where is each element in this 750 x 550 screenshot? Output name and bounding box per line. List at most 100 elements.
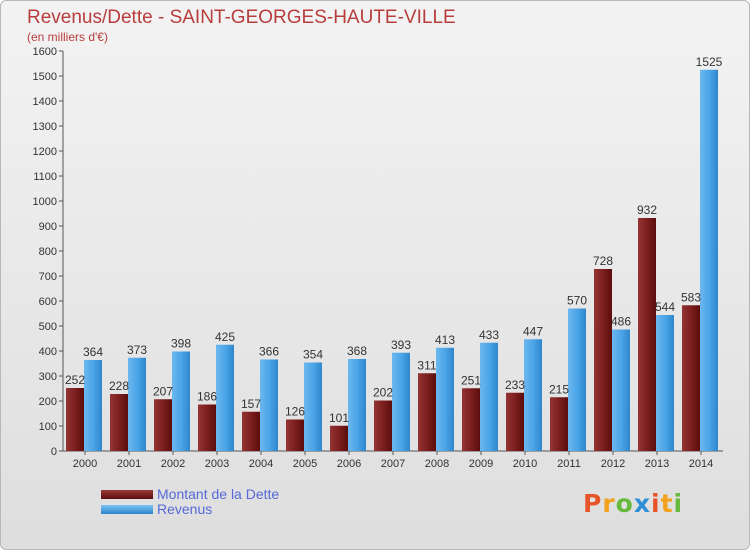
chart-title: Revenus/Dette - SAINT-GEORGES-HAUTE-VILL… bbox=[27, 7, 456, 28]
x-tick-label: 2013 bbox=[645, 458, 669, 470]
data-label-debt-2003: 186 bbox=[197, 390, 217, 404]
y-tick-label: 600 bbox=[39, 296, 57, 308]
bar-revenus-2009 bbox=[480, 342, 498, 451]
logo-letter: i bbox=[673, 489, 684, 518]
data-label-revenus-2008: 413 bbox=[435, 333, 455, 347]
data-label-revenus-2002: 398 bbox=[171, 337, 191, 351]
bar-revenus-2013 bbox=[656, 315, 674, 451]
bar-debt-2012 bbox=[594, 269, 612, 451]
data-label-debt-2002: 207 bbox=[153, 384, 173, 398]
y-tick-label: 200 bbox=[39, 396, 57, 408]
bar-debt-2011 bbox=[550, 397, 568, 451]
bar-revenus-2001 bbox=[128, 357, 146, 451]
y-tick-label: 500 bbox=[39, 321, 57, 333]
x-tick-label: 2014 bbox=[689, 458, 713, 470]
bar-debt-2009 bbox=[462, 388, 480, 451]
data-label-revenus-2014: 1525 bbox=[696, 55, 723, 69]
logo-letter: o bbox=[615, 489, 634, 518]
data-label-debt-2010: 233 bbox=[505, 378, 525, 392]
y-tick-label: 1100 bbox=[33, 171, 57, 183]
bar-debt-2005 bbox=[286, 419, 304, 451]
bar-debt-2002 bbox=[154, 399, 172, 451]
chart-subtitle: (en milliers d'€) bbox=[27, 30, 108, 44]
data-label-revenus-2005: 354 bbox=[303, 348, 323, 362]
data-label-debt-2013: 932 bbox=[637, 203, 657, 217]
data-label-revenus-2013: 544 bbox=[655, 300, 675, 314]
bar-revenus-2011 bbox=[568, 308, 586, 451]
y-tick-label: 1300 bbox=[33, 121, 57, 133]
data-label-revenus-2007: 393 bbox=[391, 338, 411, 352]
bar-revenus-2003 bbox=[216, 344, 234, 451]
bar-revenus-2004 bbox=[260, 359, 278, 451]
x-tick-label: 2002 bbox=[161, 458, 185, 470]
y-tick-label: 700 bbox=[39, 271, 57, 283]
data-label-debt-2000: 252 bbox=[65, 373, 85, 387]
x-tick-label: 2001 bbox=[117, 458, 141, 470]
logo-letter: x bbox=[633, 489, 651, 518]
bar-revenus-2012 bbox=[612, 329, 630, 451]
x-tick-label: 2011 bbox=[557, 458, 581, 470]
y-tick-label: 300 bbox=[39, 371, 57, 383]
x-tick-label: 2005 bbox=[293, 458, 317, 470]
data-label-revenus-2004: 366 bbox=[259, 345, 279, 359]
y-tick-label: 1600 bbox=[33, 46, 57, 58]
y-tick-label: 1000 bbox=[33, 196, 57, 208]
legend-label-revenus: Revenus bbox=[157, 501, 213, 517]
x-tick-label: 2004 bbox=[249, 458, 273, 470]
x-tick-label: 2012 bbox=[601, 458, 625, 470]
data-label-revenus-2010: 447 bbox=[523, 324, 543, 338]
bar-revenus-2006 bbox=[348, 359, 366, 451]
data-label-debt-2004: 157 bbox=[241, 397, 261, 411]
bar-debt-2004 bbox=[242, 411, 260, 451]
legend-swatch-debt bbox=[101, 490, 153, 499]
bar-revenus-2010 bbox=[524, 339, 542, 451]
data-label-revenus-2011: 570 bbox=[567, 294, 587, 308]
y-tick-label: 1200 bbox=[33, 146, 57, 158]
bar-debt-2000 bbox=[66, 388, 84, 451]
y-tick-label: 800 bbox=[39, 246, 57, 258]
logo-letter: r bbox=[602, 489, 616, 518]
data-label-debt-2008: 311 bbox=[417, 358, 436, 372]
data-label-revenus-2000: 364 bbox=[83, 345, 103, 359]
x-tick-label: 2007 bbox=[381, 458, 405, 470]
y-tick-label: 400 bbox=[39, 346, 57, 358]
data-label-revenus-2009: 433 bbox=[479, 328, 499, 342]
data-label-debt-2001: 228 bbox=[109, 379, 129, 393]
data-label-revenus-2012: 486 bbox=[611, 315, 631, 329]
data-label-debt-2005: 126 bbox=[285, 405, 305, 419]
data-label-debt-2007: 202 bbox=[373, 386, 393, 400]
legend-label-debt: Montant de la Dette bbox=[157, 486, 280, 502]
bar-debt-2001 bbox=[110, 394, 128, 451]
bar-debt-2008 bbox=[418, 373, 436, 451]
x-tick-label: 2000 bbox=[73, 458, 97, 470]
logo-letter: P bbox=[583, 489, 603, 518]
bar-revenus-2000 bbox=[84, 360, 102, 451]
data-label-debt-2009: 251 bbox=[461, 373, 481, 387]
data-label-revenus-2006: 368 bbox=[347, 344, 367, 358]
y-tick-label: 1400 bbox=[33, 96, 57, 108]
data-label-debt-2012: 728 bbox=[593, 254, 613, 268]
bar-debt-2003 bbox=[198, 404, 216, 451]
bar-revenus-2005 bbox=[304, 362, 322, 451]
y-tick-label: 0 bbox=[51, 446, 57, 458]
x-tick-label: 2010 bbox=[513, 458, 537, 470]
data-label-debt-2011: 215 bbox=[549, 382, 569, 396]
y-tick-label: 1500 bbox=[33, 71, 57, 83]
proxiti-logo: Proxiti bbox=[583, 489, 683, 518]
bar-revenus-2002 bbox=[172, 351, 190, 451]
y-tick-label: 100 bbox=[39, 421, 57, 433]
bar-revenus-2014 bbox=[700, 69, 718, 451]
x-tick-label: 2009 bbox=[469, 458, 493, 470]
bar-revenus-2008 bbox=[436, 347, 454, 451]
bar-revenus-2007 bbox=[392, 352, 410, 451]
legend-swatch-revenus bbox=[101, 505, 153, 514]
logo-letter: t bbox=[660, 489, 674, 518]
bar-debt-2007 bbox=[374, 400, 392, 451]
bar-debt-2006 bbox=[330, 425, 348, 451]
bar-debt-2014 bbox=[682, 305, 700, 451]
data-label-revenus-2003: 425 bbox=[215, 330, 235, 344]
bar-debt-2010 bbox=[506, 392, 524, 451]
data-label-debt-2006: 101 bbox=[329, 411, 349, 425]
x-tick-label: 2008 bbox=[425, 458, 449, 470]
